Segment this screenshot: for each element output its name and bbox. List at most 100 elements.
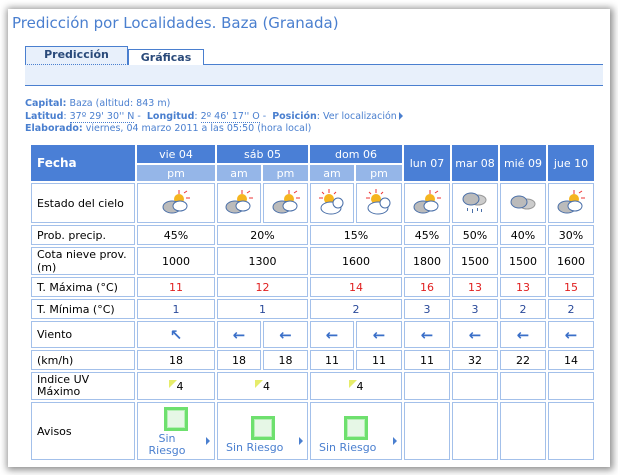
tab-prediccion[interactable]: Predicción (25, 46, 128, 65)
uv-cell (404, 372, 450, 400)
wind-speed-cell: 11 (310, 350, 354, 370)
aviso-cell[interactable]: Sin Riesgo (137, 402, 215, 460)
sky-cell (137, 183, 215, 223)
uv-cell (500, 372, 546, 400)
latitud-value: 37º 29' 30'' N (69, 110, 135, 123)
period-header: pm (137, 165, 215, 181)
aviso-link[interactable]: Sin Riesgo (148, 432, 186, 457)
location-info: Capital: Baza (altitud: 843 m) Latitud: … (25, 98, 403, 136)
row-label: Viento (31, 321, 135, 348)
day-header: mié 09 (500, 145, 546, 181)
fecha-header: Fecha (31, 145, 135, 181)
aviso-cell (500, 402, 546, 460)
day-header: vie 04 (137, 145, 215, 163)
sky-cell (263, 183, 308, 223)
sky-cell (452, 183, 498, 223)
uv-icon (348, 379, 357, 388)
row-label: Avisos (31, 402, 135, 460)
capital-label: Capital: (25, 98, 67, 109)
ver-localizacion-link[interactable]: Ver localización (323, 111, 403, 122)
cota-cell: 1800 (404, 247, 450, 275)
partly-cloudy-icon (161, 189, 191, 218)
posicion-label: Posición (272, 110, 317, 122)
aviso-link[interactable]: Sin Riesgo (226, 441, 284, 454)
tab-bar: Predicción Gráficas (25, 46, 603, 65)
arrow-right-icon (393, 437, 397, 445)
tmax-cell: 13 (452, 277, 498, 297)
period-header: am (217, 165, 261, 181)
page: Predicción por Localidades. Baza (Granad… (8, 9, 610, 467)
period-header: pm (356, 165, 402, 181)
wind-speed-cell: 18 (263, 350, 308, 370)
row-label: Indice UV Máximo (31, 372, 135, 400)
wind-arrow-icon: ← (279, 325, 292, 344)
table-row: Cota nieve prov.(m) 1000 1300 1600 1800 … (31, 247, 594, 275)
tab-graficas[interactable]: Gráficas (128, 49, 204, 65)
period-header: am (310, 165, 354, 181)
uv-icon (255, 379, 263, 388)
tmax-cell: 11 (137, 277, 215, 297)
prob-cell: 15% (310, 225, 402, 245)
table-row: Avisos Sin Riesgo Sin Riesgo Sin Riesgo (31, 402, 594, 460)
capital-value: Baza (altitud: 843 m) (69, 98, 171, 109)
tmax-cell: 12 (217, 277, 308, 297)
sky-cell (356, 183, 402, 223)
uv-cell (548, 372, 594, 400)
table-row: (km/h) 18 18 18 11 11 11 32 22 14 (31, 350, 594, 370)
day-header: lun 07 (404, 145, 450, 181)
table-row: Indice UV Máximo 4 4 4 (31, 372, 594, 400)
wind-cell: ← (548, 321, 594, 348)
wind-arrow-icon: ↖ (169, 325, 183, 344)
wind-cell: ↖ (137, 321, 215, 348)
warning-level-icon (250, 416, 275, 440)
tmin-cell: 2 (548, 299, 594, 319)
longitud-label: Longitud (146, 110, 195, 122)
wind-speed-cell: 14 (548, 350, 594, 370)
table-row: Prob. precip. 45% 20% 15% 45% 50% 40% 30… (31, 225, 594, 245)
prob-cell: 45% (404, 225, 450, 245)
sky-cell (217, 183, 261, 223)
partly-cloudy-icon (556, 189, 586, 218)
aviso-cell[interactable]: Sin Riesgo (217, 402, 308, 460)
wind-cell: ← (356, 321, 402, 348)
tmax-cell: 15 (548, 277, 594, 297)
tmin-cell: 3 (452, 299, 498, 319)
aviso-link[interactable]: Sin Riesgo (319, 441, 377, 454)
sky-cell (310, 183, 354, 223)
row-label: (km/h) (31, 350, 135, 370)
wind-speed-cell: 11 (404, 350, 450, 370)
prob-cell: 40% (500, 225, 546, 245)
tmin-cell: 3 (404, 299, 450, 319)
forecast-table: Fecha vie 04 sáb 05 dom 06 lun 07 mar 08… (29, 143, 596, 462)
wind-arrow-icon: ← (325, 325, 339, 344)
uv-value: 4 (263, 379, 270, 393)
tmin-cell: 1 (217, 299, 308, 319)
tmin-cell: 2 (310, 299, 402, 319)
wind-arrow-icon: ← (372, 325, 386, 344)
aviso-cell[interactable]: Sin Riesgo (310, 402, 402, 460)
row-label: Cota nieve prov.(m) (31, 247, 135, 275)
uv-cell: 4 (137, 372, 215, 400)
wind-cell: ← (452, 321, 498, 348)
wind-speed-cell: 32 (452, 350, 498, 370)
row-label: Estado del cielo (31, 183, 135, 223)
tmax-cell: 14 (310, 277, 402, 297)
page-title: Predicción por Localidades. Baza (Granad… (12, 14, 339, 32)
wind-speed-cell: 11 (356, 350, 402, 370)
tmin-cell: 1 (137, 299, 215, 319)
wind-cell: ← (217, 321, 261, 348)
uv-value: 4 (356, 379, 364, 393)
cota-cell: 1600 (310, 247, 402, 275)
wind-arrow-icon: ← (468, 325, 482, 344)
longitud-value: 2º 46' 17'' O (200, 110, 260, 123)
wind-arrow-icon: ← (420, 325, 434, 344)
wind-arrow-icon: ← (564, 325, 578, 344)
wind-arrow-icon: ← (516, 325, 530, 344)
cota-cell: 1500 (500, 247, 546, 275)
elaborado-value: viernes, 04 marzo 2011 a las 05:50 (hora… (85, 123, 312, 134)
ver-localizacion-text[interactable]: Ver localización (323, 110, 397, 122)
row-label: Prob. precip. (31, 225, 135, 245)
uv-cell: 4 (217, 372, 308, 400)
table-row: T. Máxima (°C) 11 12 14 16 13 13 15 (31, 277, 594, 297)
day-header: jue 10 (548, 145, 594, 181)
